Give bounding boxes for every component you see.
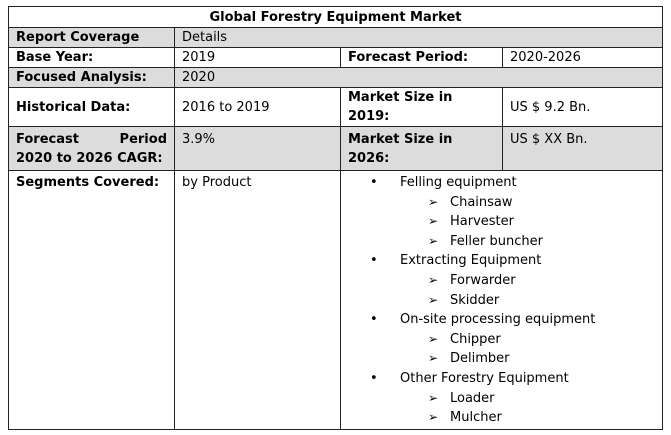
list-item: Chainsaw — [428, 193, 655, 213]
list-item: Loader — [428, 389, 655, 409]
sub-list: Chainsaw Harvester Feller buncher — [400, 193, 655, 252]
list-item: Forwarder — [428, 271, 655, 291]
list-item: Felling equipment Chainsaw Harvester Fel… — [370, 173, 655, 251]
segment-name: Other Forestry Equipment — [400, 370, 569, 386]
segments-list-cell: Felling equipment Chainsaw Harvester Fel… — [339, 170, 664, 430]
segment-name: Extracting Equipment — [400, 253, 542, 269]
header-details: Details — [173, 27, 664, 48]
historical-data-label: Historical Data: — [8, 87, 175, 127]
list-item: Chipper — [428, 330, 655, 350]
report-coverage-table: Global Forestry Equipment Market Report … — [7, 6, 664, 430]
cagr-label: Forecast Period 2020 to 2026 CAGR: — [8, 126, 175, 171]
forecast-period-label: Forecast Period: — [340, 47, 503, 68]
segments-row: Segments Covered: by Product Felling equ… — [8, 170, 664, 430]
list-item: Feller buncher — [428, 232, 655, 252]
segment-name: On-site processing equipment — [400, 312, 596, 328]
list-item: Delimber — [428, 349, 655, 369]
list-item: Mulcher — [428, 408, 655, 428]
cagr-value: 3.9% — [174, 126, 341, 171]
base-year-value: 2019 — [174, 47, 341, 68]
sub-list: Chipper Delimber — [400, 330, 655, 369]
sub-list: Loader Mulcher — [400, 389, 655, 428]
market-size-2026-value: US $ XX Bn. — [501, 126, 664, 171]
focused-analysis-value: 2020 — [173, 67, 664, 88]
header-report-coverage: Report Coverage — [8, 27, 175, 48]
list-item: Extracting Equipment Forwarder Skidder — [370, 251, 655, 310]
segments-by-product: by Product — [174, 170, 341, 430]
list-item: Harvester — [428, 212, 655, 232]
list-item: On-site processing equipment Chipper Del… — [370, 310, 655, 369]
base-year-label: Base Year: — [8, 47, 175, 68]
market-size-2019-label: Market Size in 2019: — [340, 87, 503, 127]
table-title: Global Forestry Equipment Market — [7, 6, 664, 28]
table-row: Forecast Period 2020 to 2026 CAGR: 3.9% … — [8, 126, 664, 171]
market-size-2019-value: US $ 9.2 Bn. — [501, 87, 664, 127]
segments-covered-label: Segments Covered: — [8, 170, 175, 430]
header-row: Report Coverage Details — [8, 27, 664, 48]
list-item: Skidder — [428, 291, 655, 311]
forecast-period-value: 2020-2026 — [501, 47, 664, 68]
table-row: Base Year: 2019 Forecast Period: 2020-20… — [8, 47, 664, 68]
segments-list: Felling equipment Chainsaw Harvester Fel… — [348, 173, 655, 428]
table-row: Focused Analysis: 2020 — [8, 67, 664, 88]
historical-data-value: 2016 to 2019 — [174, 87, 341, 127]
sub-list: Forwarder Skidder — [400, 271, 655, 310]
table-row: Historical Data: 2016 to 2019 Market Siz… — [8, 87, 664, 127]
focused-analysis-label: Focused Analysis: — [8, 67, 175, 88]
segment-name: Felling equipment — [400, 175, 517, 190]
market-size-2026-label: Market Size in 2026: — [340, 126, 503, 171]
list-item: Other Forestry Equipment Loader Mulcher — [370, 369, 655, 428]
